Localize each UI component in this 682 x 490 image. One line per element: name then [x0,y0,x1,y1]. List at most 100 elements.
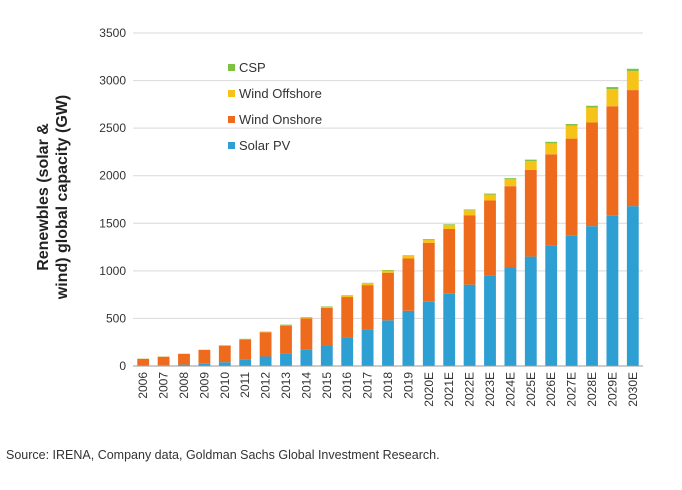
x-tick-label: 2018 [381,372,395,399]
bar-wind-offshore [463,210,476,216]
bar-wind-offshore [504,179,517,187]
x-tick-label: 2029E [605,372,619,407]
y-axis-ticks: 0 500 1000 1500 2000 2500 3000 3500 [99,26,126,373]
bar-solar-pv [320,345,333,366]
bar-solar-pv [178,364,190,366]
bar-solar-pv [198,363,211,366]
legend-swatch [228,116,235,123]
bar-csp [565,124,578,126]
bar-wind-onshore [565,138,578,236]
bar-wind-onshore [280,325,292,354]
bar-wind-onshore [586,122,598,227]
bar-wind-onshore [504,186,517,268]
y-tick-label: 1000 [99,264,126,278]
bar-solar-pv [300,349,313,366]
bar-solar-pv [484,275,496,366]
y-axis-label-line2: wind) global capacity (GW) [54,95,71,300]
x-tick-label: 2006 [136,372,150,399]
x-tick-label: 2028E [585,372,599,407]
bar-wind-offshore [361,283,374,286]
x-tick-label: 2011 [238,372,252,398]
y-tick-label: 2000 [99,169,126,183]
legend-label: CSP [239,60,266,75]
bar-csp [545,141,558,144]
bar-csp [626,68,639,72]
bar-solar-pv [218,362,231,366]
bar-solar-pv [402,310,415,366]
y-tick-label: 3000 [99,74,126,88]
x-tick-label: 2010 [218,372,232,399]
x-tick-label: 2021E [442,372,456,407]
x-tick-label: 2016 [340,372,354,399]
bar-wind-offshore [382,270,394,273]
bar-solar-pv [382,320,394,366]
bar-solar-pv [626,206,639,366]
x-tick-label: 2013 [279,372,293,399]
legend-label: Wind Onshore [239,112,322,127]
bar-csp [382,270,394,271]
bar-solar-pv [422,301,435,366]
x-tick-label: 2008 [177,372,191,399]
x-tick-label: 2026E [544,372,558,407]
x-tick-label: 2022E [463,372,477,407]
bar-csp [524,159,537,161]
bar-wind-offshore [402,255,415,259]
legend-swatch [228,64,235,71]
bar-wind-offshore [300,317,313,319]
x-tick-label: 2009 [197,372,211,399]
bar-wind-onshore [361,285,374,330]
bar-solar-pv [361,329,374,366]
bar-wind-offshore [320,306,333,308]
bar-wind-onshore [422,242,435,302]
bar-csp [443,224,456,225]
y-tick-label: 500 [106,311,126,325]
bar-wind-offshore [524,160,537,171]
bar-solar-pv [443,293,456,366]
x-tick-label: 2012 [259,372,273,399]
legend: CSP Wind Offshore Wind Onshore Solar PV [228,60,322,153]
bar-solar-pv [586,226,598,366]
bar-wind-onshore [484,200,496,276]
x-tick-label: 2024E [503,372,517,407]
x-axis-ticks: 2006 2007 2008 2009 2010 2011 2012 2013 2014 2015… [136,372,640,407]
bar-wind-onshore [626,90,639,207]
bar-solar-pv [341,337,354,366]
bar-wind-onshore [300,318,313,350]
y-tick-label: 3500 [99,26,126,40]
bar-wind-offshore [586,107,598,123]
y-tick-label: 0 [119,359,126,373]
bar-wind-onshore [402,258,415,311]
bar-csp [484,193,496,195]
legend-swatch [228,142,235,149]
bar-wind-onshore [218,345,231,363]
bar-wind-offshore [422,239,435,243]
source-note: Source: IRENA, Company data, Goldman Sac… [6,448,440,462]
bar-csp [586,105,598,108]
bar-solar-pv [524,256,537,366]
bar-wind-offshore [565,125,578,139]
bar-wind-onshore [259,332,272,357]
x-tick-label: 2020E [422,372,436,407]
x-tick-label: 2007 [157,372,171,399]
bar-wind-offshore [443,224,456,229]
bar-wind-onshore [545,154,558,246]
bar-wind-onshore [524,170,537,257]
bar-csp [463,209,476,211]
bar-wind-onshore [463,215,476,285]
x-tick-label: 2019 [401,372,415,399]
bar-solar-pv [280,353,292,366]
bar-wind-onshore [382,272,394,321]
bar-wind-offshore [626,71,639,91]
bar-csp [402,255,415,256]
bar-wind-offshore [280,324,292,326]
bars [137,68,639,366]
bar-wind-onshore [178,353,190,365]
bar-wind-onshore [443,228,456,294]
legend-label: Wind Offshore [239,86,322,101]
bar-wind-offshore [341,295,354,298]
bar-solar-pv [463,284,476,366]
bar-wind-offshore [606,89,619,107]
x-tick-label: 2027E [565,372,579,407]
x-tick-label: 2030E [626,372,640,407]
